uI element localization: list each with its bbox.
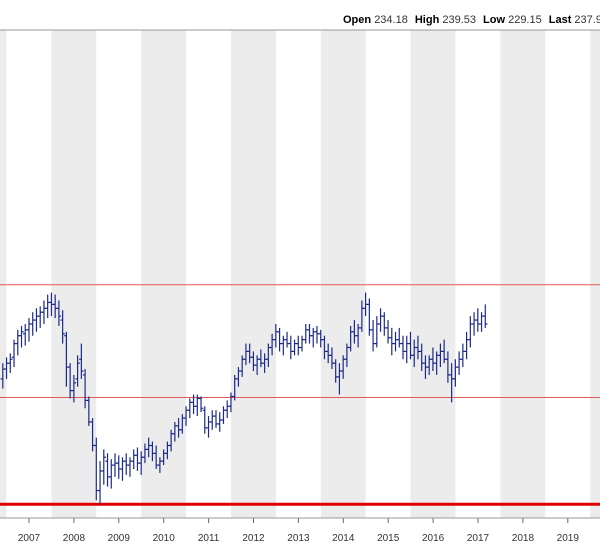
- year-band: [231, 30, 276, 518]
- low-label: Low: [483, 14, 506, 26]
- x-tick-label: 2008: [63, 533, 86, 544]
- ohlc-bar: [8, 353, 13, 373]
- open-label: Open: [343, 14, 372, 26]
- x-tick-label: 2010: [153, 533, 176, 544]
- year-band: [455, 30, 501, 518]
- year-band: [275, 30, 321, 518]
- year-band: [590, 30, 600, 518]
- x-tick-label: 2017: [467, 533, 490, 544]
- year-band: [365, 30, 411, 518]
- ohlc-bar: [79, 343, 84, 379]
- high-label: High: [414, 14, 440, 26]
- low-value: 229.15: [508, 14, 542, 26]
- ohlc-bar: [56, 300, 62, 326]
- x-tick-label: 2013: [287, 533, 310, 544]
- ohlc-bars: [0, 292, 488, 505]
- last-value: 237.9: [574, 14, 600, 26]
- last-label: Last: [548, 14, 572, 26]
- horizontal-lines: [0, 284, 600, 506]
- year-band: [96, 30, 142, 518]
- x-tick-label: 2018: [512, 533, 535, 544]
- year-band: [500, 30, 546, 518]
- x-tick-label: 2011: [198, 533, 220, 544]
- x-axis: 2007 2008 2009 2010 2011 2012 2013 2014 2015 2016…: [18, 518, 580, 544]
- x-tick-label: 2009: [108, 533, 131, 544]
- ohlc-bar: [198, 396, 204, 413]
- ohlc-bar: [71, 374, 77, 403]
- year-band: [51, 30, 97, 518]
- x-tick-label: 2012: [242, 533, 265, 544]
- x-tick-label: 2007: [18, 533, 41, 544]
- year-band: [6, 30, 52, 518]
- year-band: [545, 30, 591, 518]
- ohlc-bar: [19, 325, 24, 348]
- plot-frame: [0, 29, 600, 519]
- year-bands: [0, 30, 600, 518]
- year-band: [0, 30, 7, 518]
- x-tick-label: 2015: [377, 533, 400, 544]
- x-tick-label: 2014: [332, 533, 355, 544]
- ohlc-bar: [483, 304, 488, 328]
- ohlc-bar: [75, 355, 80, 387]
- ohlc-bar: [60, 310, 65, 344]
- high-value: 239.53: [442, 14, 477, 26]
- open-value: 234.18: [374, 14, 408, 26]
- year-band: [320, 30, 366, 518]
- ohlc-bar: [101, 449, 106, 485]
- year-band: [141, 30, 187, 518]
- ohlc-readout: Open 234.18 High 239.53 Low 229.15 Last 237…: [0, 13, 600, 29]
- x-tick-label: 2016: [422, 533, 445, 544]
- year-band: [410, 30, 456, 518]
- x-tick-label: 2019: [557, 533, 580, 544]
- year-band: [186, 30, 232, 518]
